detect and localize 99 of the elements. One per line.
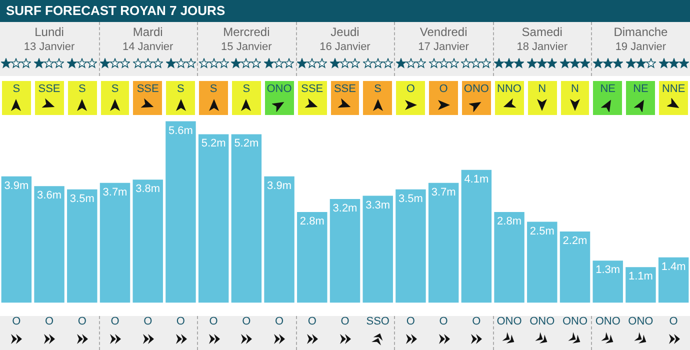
bar (198, 134, 229, 303)
text: ONO (462, 81, 491, 115)
bar (264, 176, 294, 303)
bar (132, 180, 163, 303)
x-tick-label: O (12, 315, 22, 328)
x-tick-label: O (78, 315, 87, 328)
x-tick-label: O (439, 315, 448, 328)
text: S (68, 81, 97, 115)
text: Dimanche (612, 25, 669, 40)
data-label: 3.5m (398, 192, 423, 205)
text: 14 Janvier (121, 40, 174, 55)
text: NE (593, 81, 622, 115)
data-label: 1.4m (661, 260, 686, 273)
text: SSE (330, 81, 360, 115)
text: O (396, 81, 426, 115)
x-tick-label: O (45, 315, 54, 328)
data-label: 3.3m (366, 199, 390, 212)
text: NNE (659, 81, 688, 115)
x-tick-label: O (144, 315, 153, 328)
text: Mardi (132, 25, 164, 40)
data-label: 5.6m (168, 124, 193, 137)
text: S (232, 81, 261, 115)
chart-title: SURF FORECAST ROYAN 7 JOURS (0, 0, 690, 22)
text: Lundi (34, 25, 65, 40)
text: S (199, 81, 228, 115)
text: 13 Janvier (22, 40, 76, 55)
bar (297, 212, 328, 303)
x-tick-label: O (110, 315, 120, 328)
x-tick-label: ONO (530, 315, 556, 328)
bar (67, 189, 98, 303)
data-label: 1.1m (628, 270, 653, 283)
bar (34, 186, 64, 303)
x-tick-label: ONO (595, 315, 621, 328)
text: SSE (133, 81, 162, 115)
data-label: 3.6m (37, 190, 62, 202)
x-tick-label: O (472, 315, 482, 328)
x-tick-label: O (308, 315, 317, 328)
x-tick-label: O (176, 315, 186, 328)
text: 17 Janvier (417, 40, 470, 55)
x-tick-label: O (209, 315, 218, 328)
data-label: 4.1m (464, 173, 489, 186)
bar (1, 176, 32, 303)
bar (658, 257, 689, 303)
text: NE (626, 81, 656, 115)
bar (461, 170, 492, 303)
data-label: 3.9m (4, 180, 29, 192)
x-tick-label: ONO (628, 315, 654, 328)
bar (100, 182, 130, 303)
data-label: 3.7m (431, 186, 456, 198)
text: N (528, 81, 557, 115)
bar (396, 189, 426, 303)
bar (527, 222, 558, 303)
text: ONO (264, 81, 294, 115)
data-label: 3.8m (136, 183, 160, 196)
text: 16 Janvier (318, 40, 372, 55)
bar (330, 199, 360, 303)
bar (428, 182, 459, 303)
data-label: 3.5m (70, 192, 94, 205)
x-tick-label: O (242, 315, 252, 328)
x-tick-label: O (340, 315, 350, 328)
text: S (363, 81, 392, 115)
text: SSE (34, 81, 64, 115)
text: Mercredi (222, 25, 271, 40)
bar (494, 212, 524, 303)
bar (560, 231, 590, 303)
bar (231, 134, 262, 303)
data-label: 3.2m (332, 202, 358, 215)
text: S (166, 81, 196, 115)
data-label: 3.7m (102, 186, 128, 198)
text: SSE (298, 81, 327, 115)
x-tick-label: SSO (366, 315, 390, 328)
data-label: 2.8m (300, 216, 324, 228)
text: Jeudi (330, 25, 360, 40)
text: O (429, 81, 458, 115)
data-label: 2.2m (562, 235, 588, 248)
text: N (560, 81, 590, 115)
data-label: 2.5m (530, 225, 554, 238)
bar (362, 196, 393, 303)
text: 18 Janvier (516, 40, 568, 55)
data-label: 3.9m (267, 180, 292, 192)
bar (166, 121, 196, 303)
text: 15 Janvier (220, 40, 273, 55)
text: Samedi (520, 25, 564, 40)
text: 19 Janvier (614, 40, 668, 55)
x-tick-label: O (669, 315, 678, 328)
bar (626, 267, 656, 303)
data-label: 2.8m (497, 216, 522, 228)
text: S (100, 81, 130, 115)
text: S (2, 81, 31, 115)
data-label: 5.2m (201, 138, 226, 150)
data-label: 1.3m (596, 264, 620, 276)
text: Vendredi (418, 25, 468, 40)
text: NNO (494, 81, 524, 115)
x-tick-label: ONO (496, 315, 522, 328)
x-tick-label: ONO (562, 315, 588, 328)
x-tick-label: O (275, 315, 284, 328)
bar (592, 260, 623, 303)
data-label: 5.2m (234, 138, 259, 150)
x-tick-label: O (406, 315, 416, 328)
